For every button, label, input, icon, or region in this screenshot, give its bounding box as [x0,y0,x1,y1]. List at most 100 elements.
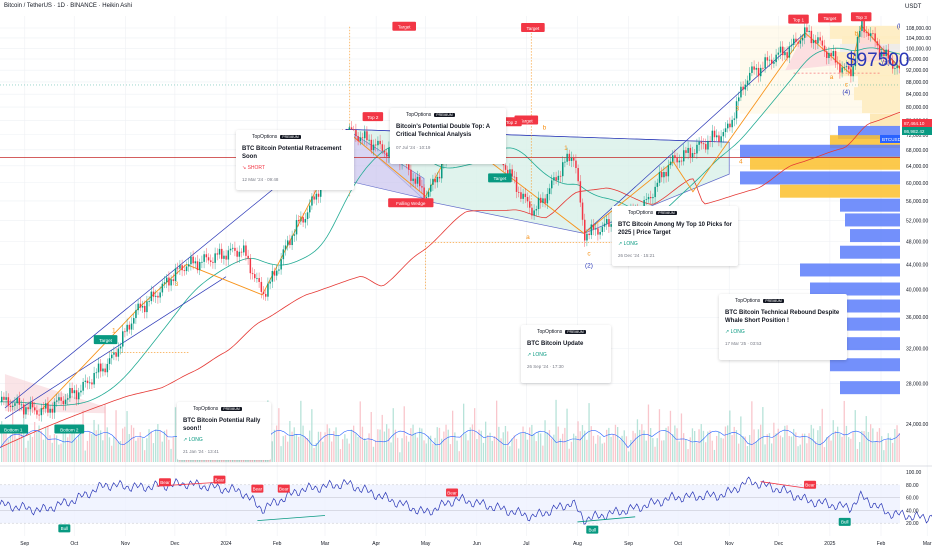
candle-body [876,41,879,46]
candle-body [707,140,709,150]
bottom-tag [0,424,29,434]
volume-ma-line [0,429,900,449]
candle-body [366,131,368,141]
idea-card-double-top[interactable]: TopOptions PREMIUM Bitcoin's Potential Do… [390,108,506,164]
author-logo-icon [527,330,534,335]
volume-bar [300,400,302,462]
volume-bar [716,435,718,462]
idea-title: BTC Bitcoin Among My Top 10 Picks for 20… [618,222,733,236]
time-tick-label: Feb [273,541,282,547]
volume-bar [108,437,111,462]
candle-body [265,294,267,297]
volume-bar [691,428,694,462]
bear-tag [251,484,264,493]
candle-body [361,137,364,139]
candle-body [276,270,278,276]
idea-card-rebound[interactable]: TopOptions PREMIUM BTC Bitcoin Technical … [719,294,847,360]
rsi-tag-label: Bull [589,527,597,532]
candle-body [423,187,425,199]
volume-bar [751,401,753,462]
candle-body [150,291,153,302]
candle-body [509,169,511,175]
idea-direction: ↘ SHORT [242,165,266,171]
candle-body [432,178,434,185]
candle-body [62,400,65,405]
time-tick-label: Jul [523,541,529,547]
volume-bar [383,431,386,462]
price-tag [902,119,932,127]
volume-bar [843,400,845,462]
divergence-line [577,516,636,523]
volume-bar [663,440,665,462]
volume-bar [370,411,372,462]
candle-body [815,39,817,44]
candle-body [680,160,683,162]
volume-bar [144,450,146,462]
candle-body [551,180,553,189]
candle-body [782,46,784,56]
volume-bar [80,429,82,462]
volume-bar [619,439,621,462]
idea-title: Bitcoin's Potential Double Top: A Critic… [396,124,490,138]
candle-body [746,80,749,85]
candle-body [535,209,538,211]
candle-body [188,264,190,267]
volume-bar [119,441,122,462]
candle-body [31,401,34,408]
candle-body [168,277,170,286]
candle-body [386,152,388,157]
candle-body [845,66,848,68]
bear-tag [804,480,817,489]
volume-bar [656,438,658,462]
falling-wedge-tag [388,198,434,208]
volume-bar [359,401,361,462]
candle-body [159,292,161,298]
volume-bar [828,436,830,462]
candle-body [214,253,216,263]
time-tick-label: May [421,541,431,547]
candle-body [113,352,115,355]
volume-bar [610,436,612,462]
volume-bar [320,431,322,462]
candle-body [799,40,802,44]
volume-bar [535,441,537,462]
volume-bar [537,432,540,462]
volume-bar [386,424,388,462]
candle-body [685,150,687,153]
volume-bar [342,439,344,462]
candle-body [71,388,73,394]
candle-body [544,198,546,204]
volume-profile-bar [740,171,900,185]
idea-card-rally[interactable]: TopOptions PREMIUM BTC Bitcoin Potential … [177,402,271,460]
bottom-tag [54,424,85,434]
volume-bar [412,424,414,462]
volume-bar [135,440,137,462]
volume-bar [333,431,335,462]
volume-bar [390,442,392,462]
volume-bar [287,441,289,462]
premium-badge: PREMIUM [656,211,677,215]
idea-card-retracement[interactable]: TopOptions PREMIUM BTC Bitcoin Potential … [236,130,354,190]
top-tag [788,14,809,24]
volume-bar [529,427,531,462]
top-tag-label: Top 2 [367,115,379,120]
candle-body [709,140,711,142]
volume-bar [487,435,489,462]
candle-body [812,39,815,44]
candle-body [313,196,315,200]
volume-bar [282,436,284,462]
volume-profile-bar [780,184,900,198]
volume-bar [438,427,441,462]
volume-bar [425,443,427,462]
price-tick-label: 40,000.00 [906,288,928,294]
time-tick-label: Oct [674,541,682,547]
volume-bar [612,434,614,462]
candle-body [218,248,221,255]
idea-card-top10[interactable]: TopOptions PREMIUM BTC Bitcoin Among My T… [612,206,738,266]
idea-author: TopOptions [537,329,563,335]
candle-body [157,295,159,298]
volume-bar [23,407,25,462]
volume-bar [133,427,135,462]
idea-card-update[interactable]: TopOptions PREMIUM BTC Bitcoin Update ↗ L… [521,325,611,383]
